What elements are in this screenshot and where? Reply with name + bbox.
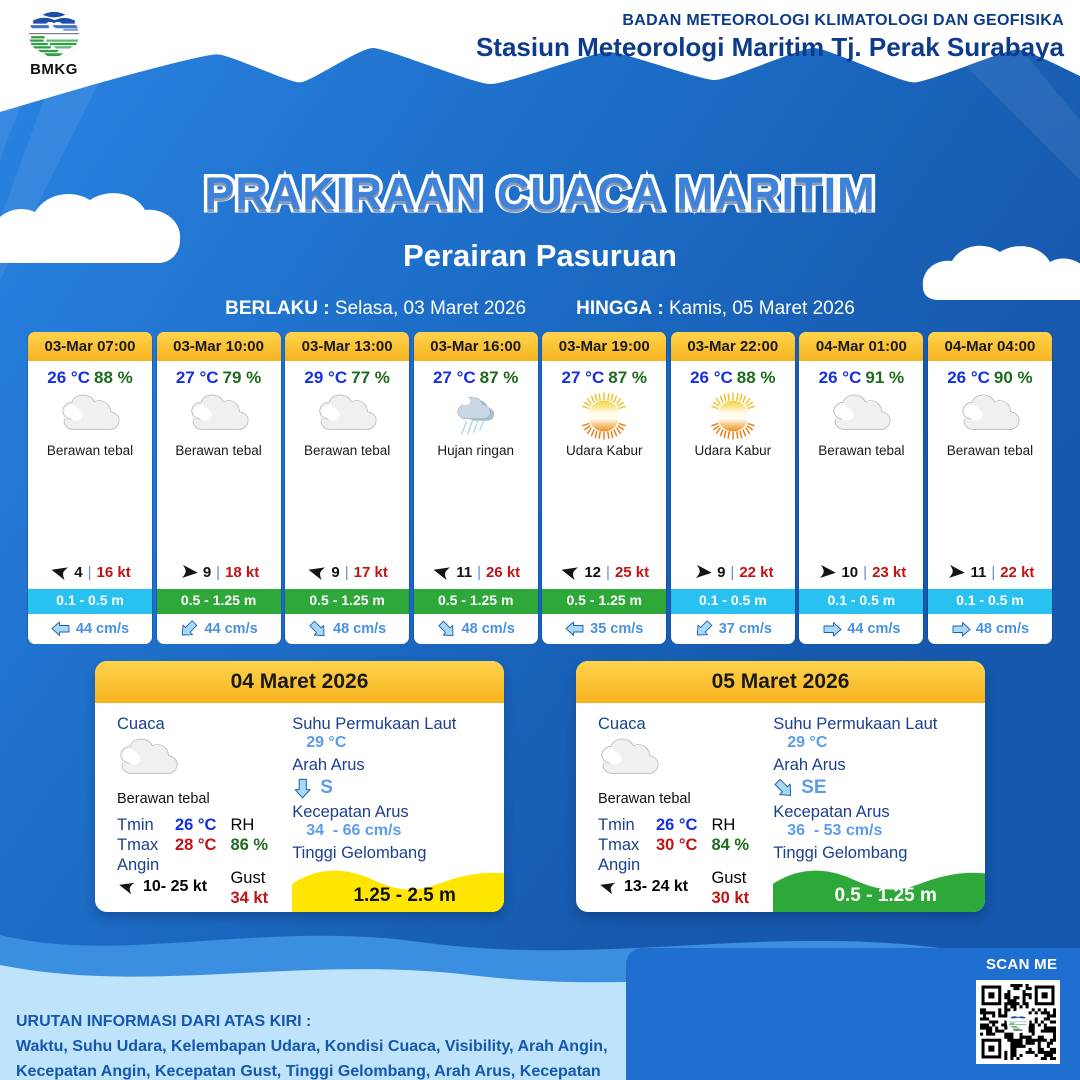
svg-text:BMKG: BMKG — [1014, 1028, 1024, 1032]
